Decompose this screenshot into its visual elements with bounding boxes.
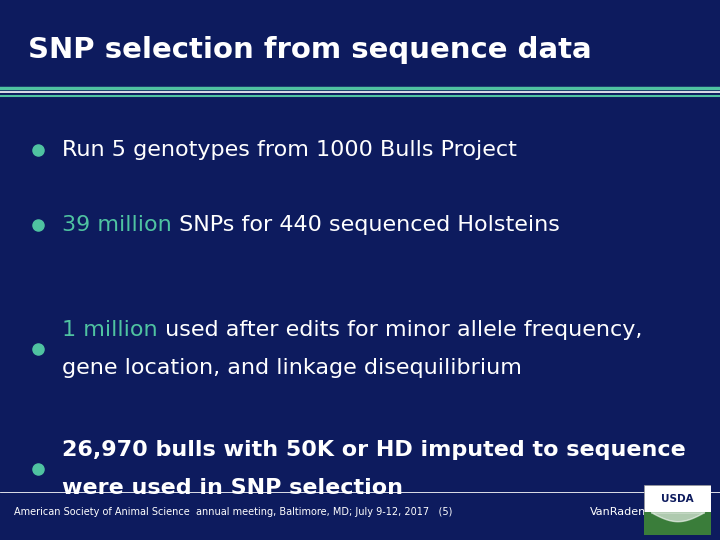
Text: used after edits for minor allele frequency,: used after edits for minor allele freque… xyxy=(158,320,642,340)
Text: 39 million: 39 million xyxy=(62,215,172,235)
Text: Run 5 genotypes from 1000 Bulls Project: Run 5 genotypes from 1000 Bulls Project xyxy=(62,140,517,160)
Text: SNPs for 440 sequenced Holsteins: SNPs for 440 sequenced Holsteins xyxy=(172,215,559,235)
FancyBboxPatch shape xyxy=(644,485,711,535)
Text: 1 million: 1 million xyxy=(62,320,158,340)
Text: 26,970 bulls with 50K or HD imputed to sequence: 26,970 bulls with 50K or HD imputed to s… xyxy=(62,440,685,460)
Text: American Society of Animal Science  annual meeting, Baltimore, MD; July 9-12, 20: American Society of Animal Science annua… xyxy=(14,507,452,517)
FancyBboxPatch shape xyxy=(644,512,711,535)
Text: SNP selection from sequence data: SNP selection from sequence data xyxy=(28,36,592,64)
Text: were used in SNP selection: were used in SNP selection xyxy=(62,478,403,498)
Text: gene location, and linkage disequilibrium: gene location, and linkage disequilibriu… xyxy=(62,358,522,378)
Text: VanRaden: VanRaden xyxy=(590,507,647,517)
Text: USDA: USDA xyxy=(661,494,694,504)
